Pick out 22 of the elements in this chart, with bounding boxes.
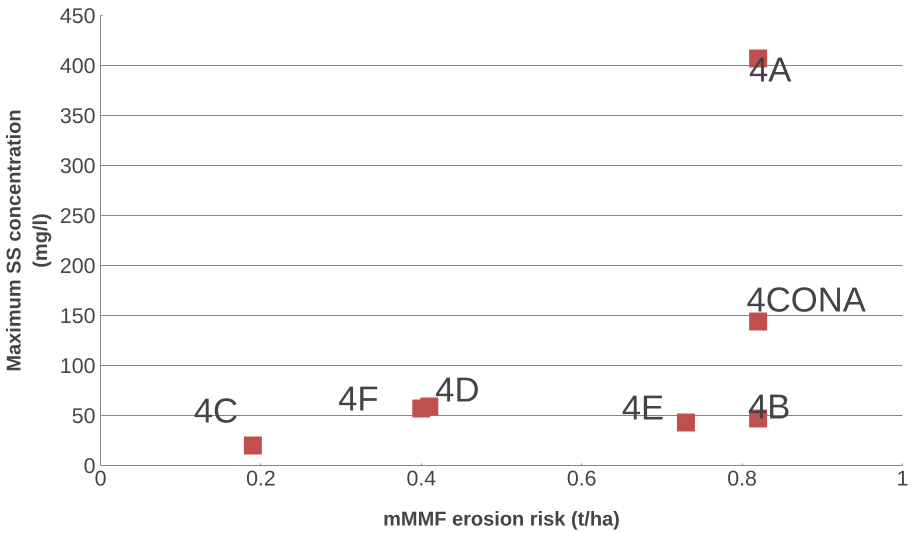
x-tick-label: 0.4 (406, 466, 436, 490)
y-tick-label: 200 (60, 254, 96, 278)
y-tick-label: 250 (60, 204, 96, 228)
point (749, 312, 768, 330)
x-tick-label: 0.2 (246, 466, 276, 490)
point (244, 436, 262, 454)
point (676, 414, 695, 432)
annotation: 4D (435, 372, 480, 410)
annotation: 4F (338, 380, 379, 418)
y-tick-label: 350 (60, 104, 96, 128)
y-tick-label: 450 (60, 4, 96, 28)
y-axis-title: Maximum SS concentration (mg/l) (4, 109, 52, 372)
annotation: 4CONA (746, 282, 867, 320)
y-tick-label: 400 (60, 54, 96, 78)
x-tick-label: 0.8 (727, 466, 757, 490)
y-tick-label: 300 (60, 154, 96, 178)
x-tick-label: 1 (896, 466, 908, 490)
y-tick-label: 50 (72, 404, 96, 428)
x-axis-title: mMMF erosion risk (t/ha) (383, 508, 620, 530)
y-tick-label: 100 (60, 354, 96, 378)
x-tick-label: 0.6 (566, 466, 597, 490)
y-tick-label: 150 (60, 304, 96, 328)
